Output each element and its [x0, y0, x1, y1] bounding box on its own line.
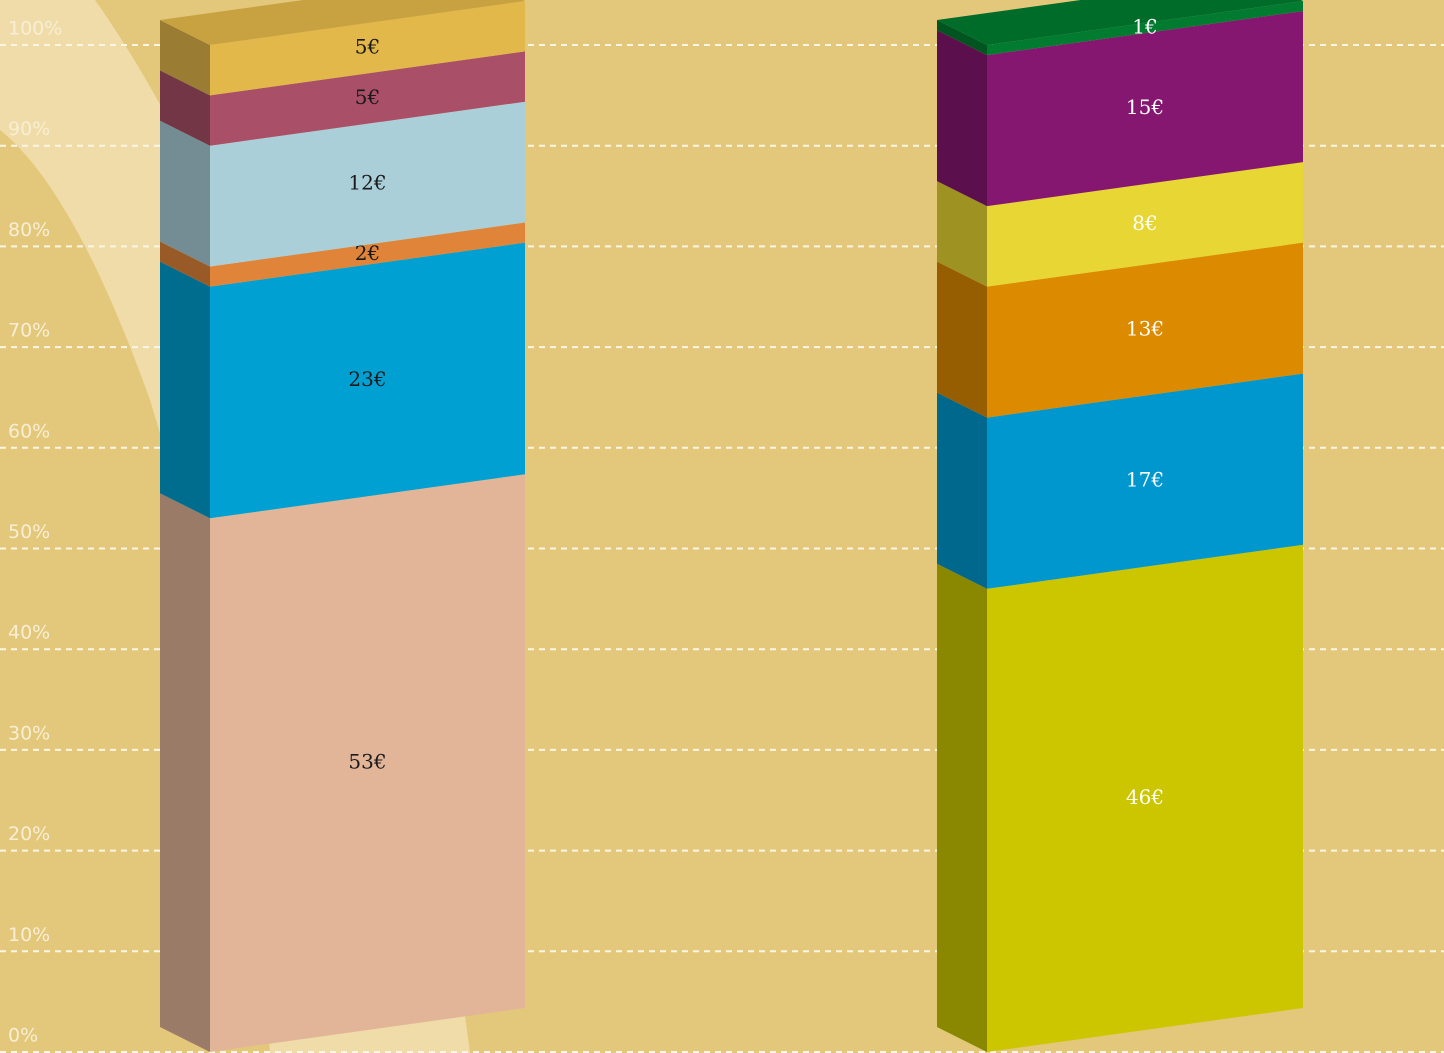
- value-label: 5€: [355, 35, 380, 59]
- bar-segment: [210, 474, 525, 1052]
- bar-segment: [987, 544, 1303, 1052]
- bar-segment: [210, 51, 525, 146]
- bar-segment: [987, 242, 1303, 418]
- bars: 53€ 23€ 2€ 12€ 5€ 5€ 46€ 17€ 13€ 8€ 15€ 1€: [160, 0, 1303, 1052]
- y-tick-label: 30%: [8, 722, 50, 744]
- bar-side: [160, 241, 210, 287]
- value-label: 1€: [1132, 15, 1157, 39]
- bar-side: [937, 563, 987, 1052]
- value-label: 17€: [1126, 468, 1164, 492]
- value-label: 23€: [348, 367, 386, 391]
- bar-side: [160, 70, 210, 146]
- value-label: 2€: [355, 241, 380, 265]
- bar-side: [160, 493, 210, 1052]
- bar-segment: [987, 1, 1303, 56]
- bar-segment: [987, 373, 1303, 589]
- y-tick-label: 40%: [8, 622, 50, 644]
- bar-segment: [987, 162, 1303, 287]
- bar-side: [937, 20, 987, 56]
- bar-side: [160, 20, 210, 96]
- y-tick-label: 100%: [8, 18, 62, 40]
- value-label: 13€: [1126, 317, 1164, 341]
- bar-side: [937, 30, 987, 207]
- value-label: 5€: [355, 85, 380, 109]
- y-tick-label: 20%: [8, 823, 50, 845]
- bar-side: [937, 261, 987, 418]
- bar-segment: [210, 242, 525, 519]
- value-label: 46€: [1126, 785, 1164, 809]
- y-tick-label: 0%: [8, 1025, 38, 1047]
- bar-top: [937, 0, 1303, 45]
- bar-side: [160, 261, 210, 519]
- y-tick-label: 60%: [8, 420, 50, 442]
- bar-segment: [210, 222, 525, 287]
- y-tick-label: 70%: [8, 320, 50, 342]
- y-tick-label: 80%: [8, 219, 50, 241]
- value-label: 12€: [348, 171, 386, 195]
- y-tick-label: 90%: [8, 118, 50, 140]
- value-label: 53€: [348, 750, 386, 774]
- bar-side: [937, 392, 987, 589]
- value-label: 8€: [1132, 211, 1157, 235]
- bar-segment: [987, 11, 1303, 207]
- bar-segment: [210, 101, 525, 267]
- value-label: 15€: [1126, 95, 1164, 119]
- bar-side: [937, 181, 987, 287]
- y-tick-label: 50%: [8, 521, 50, 543]
- bar-segment: [210, 1, 525, 96]
- bar-top: [160, 0, 525, 45]
- bar-side: [160, 120, 210, 267]
- y-tick-label: 10%: [8, 924, 50, 946]
